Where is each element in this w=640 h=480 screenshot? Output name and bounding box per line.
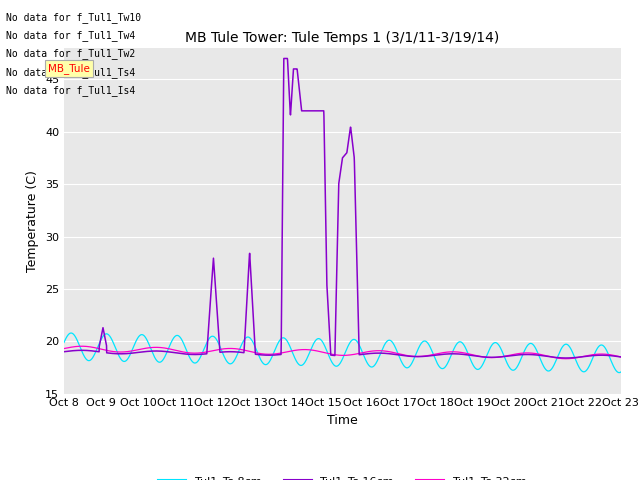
Title: MB Tule Tower: Tule Temps 1 (3/1/11-3/19/14): MB Tule Tower: Tule Temps 1 (3/1/11-3/19… [185, 32, 500, 46]
Text: No data for f_Tul1_Tw2: No data for f_Tul1_Tw2 [6, 48, 136, 60]
Text: No data for f_Tul1_Is4: No data for f_Tul1_Is4 [6, 85, 136, 96]
Y-axis label: Temperature (C): Temperature (C) [26, 170, 40, 272]
Legend: Tul1_Ts-8cm, Tul1_Ts-16cm, Tul1_Ts-32cm: Tul1_Ts-8cm, Tul1_Ts-16cm, Tul1_Ts-32cm [154, 472, 531, 480]
Text: MB_Tule: MB_Tule [48, 63, 90, 74]
Text: No data for f_Tul1_Tw10: No data for f_Tul1_Tw10 [6, 12, 141, 23]
X-axis label: Time: Time [327, 414, 358, 427]
Text: No data for f_Tul1_Ts4: No data for f_Tul1_Ts4 [6, 67, 136, 78]
Text: No data for f_Tul1_Tw4: No data for f_Tul1_Tw4 [6, 30, 136, 41]
